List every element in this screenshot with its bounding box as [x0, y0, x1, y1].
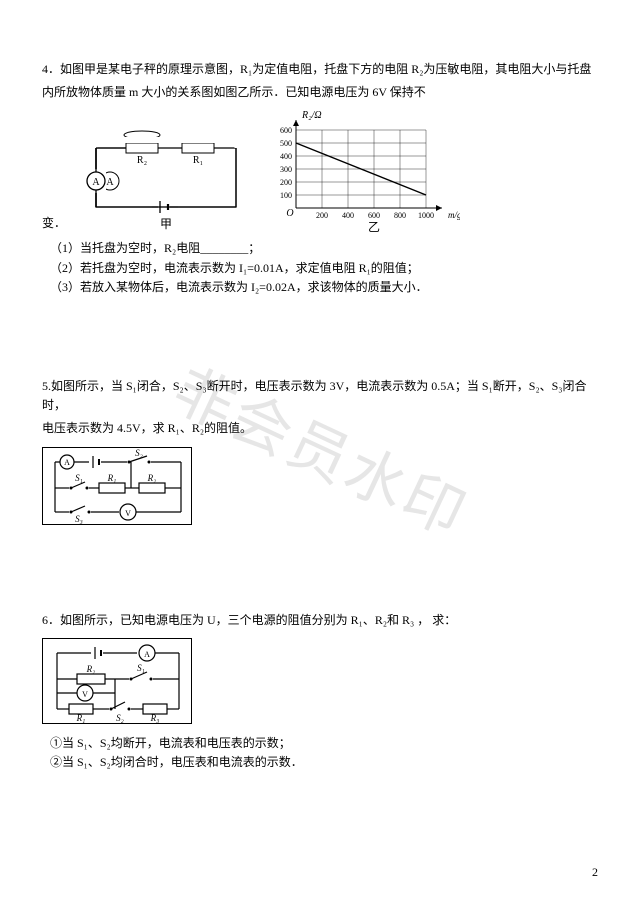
p6-r1: R₁ [76, 713, 86, 723]
ytick-500: 500 [280, 139, 292, 148]
xtick-400: 400 [342, 211, 354, 220]
chart-yi: R₂/Ω O 100 200 [260, 108, 460, 233]
problem-5-intro-1: 5.如图所示，当 S₁闭合，S₂、S₃断开时，电压表示数为 3V，电流表示数为 … [42, 377, 598, 415]
ytick-300: 300 [280, 165, 292, 174]
ytick-100: 100 [280, 191, 292, 200]
r1-label: R₁ [193, 155, 203, 166]
circuit-5: S₂ A S₁ R₁ R₂ S₃ V [42, 447, 192, 525]
xtick-800: 800 [394, 211, 406, 220]
ytick-200: 200 [280, 178, 292, 187]
p5-a: A [64, 458, 70, 467]
s1-label: S₁ [75, 473, 83, 483]
p6-s1: S₁ [137, 663, 145, 673]
ylabel: R₂/Ω [301, 110, 322, 121]
p6-v: V [82, 690, 88, 699]
p6-s2: S₂ [116, 713, 124, 723]
origin-o: O [286, 208, 293, 219]
problem-4-sub2: （2）若托盘为空时，电流表示数为 I₁=0.01A，求定值电阻 R₁的阻值； [50, 259, 598, 278]
circuit-6: A R₂ S₁ V R₁ S₂ R₃ [42, 638, 192, 724]
xlabel: m/g [448, 210, 460, 220]
problem-6-intro: 6．如图所示，已知电源电压为 U，三个电源的阻值分别为 R₁、R₂和 R₃ ， … [42, 611, 598, 630]
problem-4-sub3: （3）若放入某物体后，电流表示数为 I₂=0.02A，求该物体的质量大小． [50, 278, 598, 297]
xtick-200: 200 [316, 211, 328, 220]
problem-4-figures: 变． R₂ R₁ [42, 108, 598, 233]
page-number: 2 [592, 863, 598, 882]
ytick-400: 400 [280, 152, 292, 161]
problem-4-intro-1: 4．如图甲是某电子秤的原理示意图，R₁为定值电阻，托盘下方的电阻 R₂为压敏电阻… [42, 60, 598, 79]
problem-5: 5.如图所示，当 S₁闭合，S₂、S₃断开时，电压表示数为 3V，电流表示数为 … [42, 377, 598, 531]
problem-6: 6．如图所示，已知电源电压为 U，三个电源的阻值分别为 R₁、R₂和 R₃ ， … [42, 611, 598, 773]
caption-jia: 甲 [160, 217, 172, 231]
s2-label: S₂ [135, 448, 143, 458]
caption-yi: 乙 [368, 220, 380, 233]
p5-v: V [125, 509, 131, 518]
p6-r3: R₃ [150, 713, 160, 723]
problem-6-sub2: ②当 S₁、S₂均闭合时，电压表和电流表的示数． [50, 753, 598, 772]
ytick-600: 600 [280, 126, 292, 135]
circuit-jia: R₂ R₁ A [78, 123, 248, 233]
ammeter-a: A [92, 177, 100, 188]
s3-label: S₃ [75, 514, 83, 524]
p6-r2: R₂ [86, 664, 96, 674]
p6-a: A [144, 650, 150, 659]
xtick-1000: 1000 [418, 211, 434, 220]
problem-5-intro-2: 电压表示数为 4.5V，求 R₁、R₂的阻值。 [42, 419, 598, 438]
problem-4-sub1: （1）当托盘为空时，R₂电阻________； [50, 239, 598, 258]
problem-4-intro-2: 内所放物体质量 m 大小的关系图如图乙所示．已知电源电压为 6V 保持不 [42, 83, 598, 102]
problem-6-sub1: ①当 S₁、S₂均断开，电流表和电压表的示数； [50, 734, 598, 753]
r2-label: R₂ [137, 155, 147, 166]
p5-r1: R₁ [107, 473, 117, 483]
bian-label: 变． [42, 214, 66, 233]
ammeter-label: A [106, 177, 114, 188]
problem-4: 4．如图甲是某电子秤的原理示意图，R₁为定值电阻，托盘下方的电阻 R₂为压敏电阻… [42, 60, 598, 297]
p5-r2: R₂ [147, 473, 157, 483]
xtick-600: 600 [368, 211, 380, 220]
